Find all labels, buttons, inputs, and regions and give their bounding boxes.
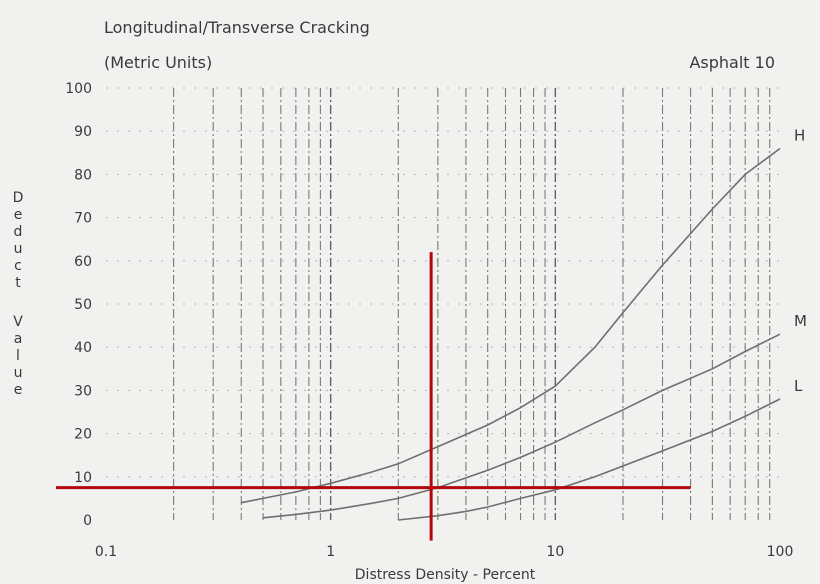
x-tick-label: 1 bbox=[326, 544, 335, 560]
grid-layer bbox=[106, 87, 780, 520]
marker-layer bbox=[56, 252, 691, 541]
y-tick-label: 90 bbox=[74, 124, 92, 140]
x-tick-label: 10 bbox=[546, 544, 564, 560]
series-H-label: H bbox=[794, 126, 805, 144]
y-tick-label: 40 bbox=[74, 340, 92, 356]
y-tick-label: 100 bbox=[65, 81, 92, 97]
series-M-label: M bbox=[794, 312, 807, 330]
y-tick-label: 70 bbox=[74, 211, 92, 227]
y-axis-label-letter: e bbox=[14, 382, 23, 398]
y-axis-label-letter: e bbox=[14, 207, 23, 223]
y-tick-label: 20 bbox=[74, 427, 92, 443]
chart-annotation: Asphalt 10 bbox=[689, 53, 775, 72]
y-axis-label-letter: d bbox=[14, 224, 23, 240]
y-tick-label: 0 bbox=[83, 513, 92, 529]
y-tick-label: 50 bbox=[74, 297, 92, 313]
chart-title: Longitudinal/Transverse Cracking bbox=[104, 18, 370, 37]
y-axis-label-letter: l bbox=[16, 348, 20, 364]
series-H-curve bbox=[241, 147, 781, 504]
y-axis-label-letter: V bbox=[13, 314, 23, 330]
y-tick-label: 30 bbox=[74, 383, 92, 399]
x-axis-label: Distress Density - Percent bbox=[355, 567, 536, 583]
series-L-curve bbox=[398, 398, 781, 521]
y-axis-label-letter: t bbox=[15, 275, 21, 291]
chart-subtitle: (Metric Units) bbox=[104, 53, 212, 72]
y-axis-label-letter: u bbox=[14, 241, 23, 257]
y-axis-label-letter: u bbox=[14, 365, 23, 381]
series-M-curve bbox=[262, 333, 781, 519]
y-axis-label-letter: c bbox=[14, 258, 22, 274]
x-tick-label: 100 bbox=[767, 544, 794, 560]
y-tick-label: 60 bbox=[74, 254, 92, 270]
y-axis-label-letter: D bbox=[13, 190, 24, 206]
x-tick-label: 0.1 bbox=[95, 544, 117, 560]
y-tick-label: 80 bbox=[74, 167, 92, 183]
y-tick-label: 10 bbox=[74, 470, 92, 486]
series-L-label: L bbox=[794, 377, 803, 395]
curve-layer bbox=[241, 147, 781, 521]
y-axis-label-letter: a bbox=[14, 331, 23, 347]
